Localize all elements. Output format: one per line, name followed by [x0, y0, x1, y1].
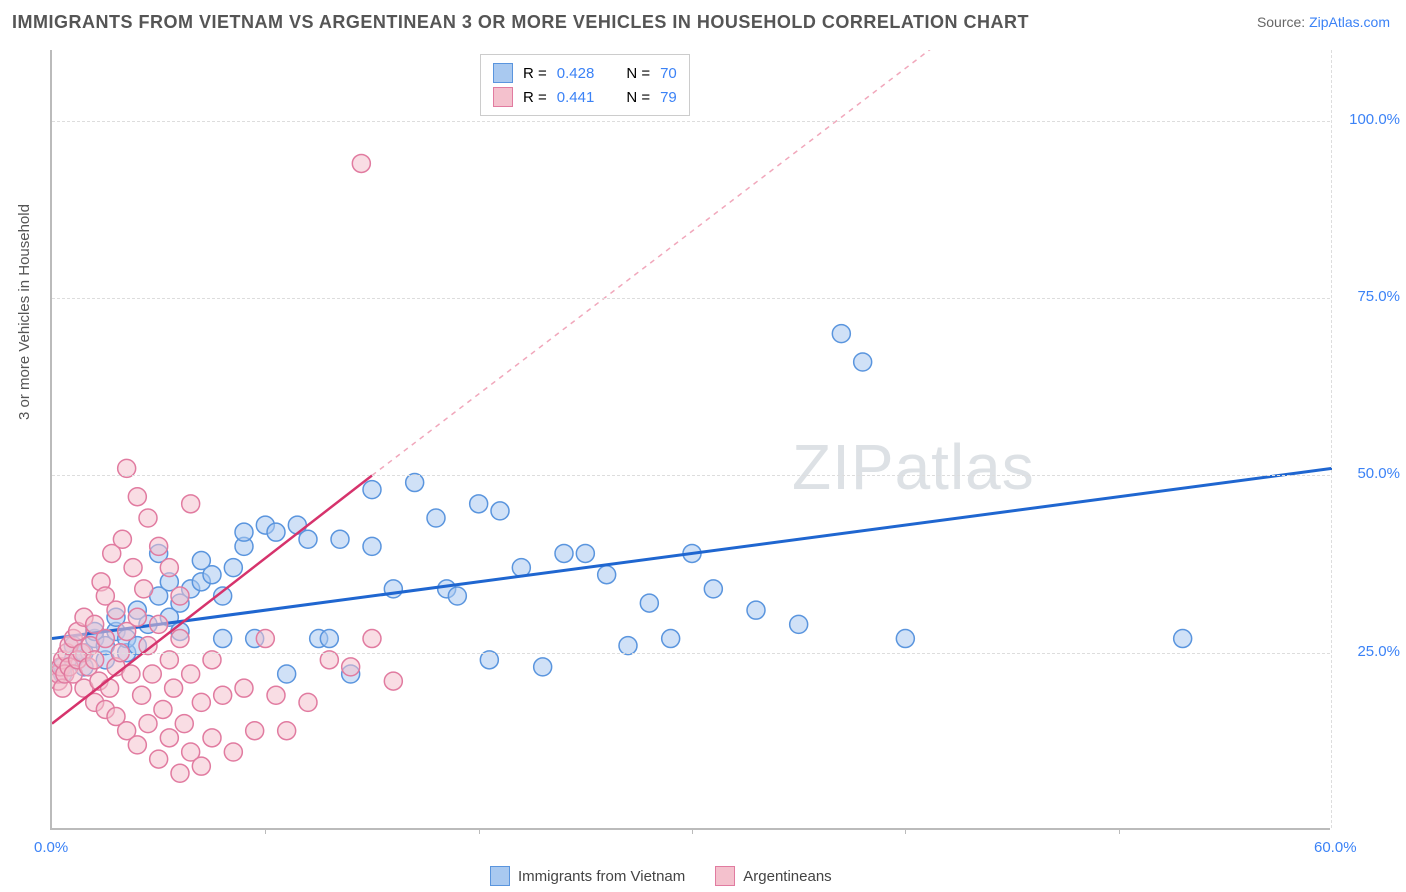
n-label-1: N =: [626, 65, 650, 82]
legend-item-series1: Immigrants from Vietnam: [490, 866, 685, 886]
chart-plot-area: ZIPatlas 25.0%50.0%75.0%100.0%0.0%60.0%: [50, 50, 1330, 830]
r-value-2: 0.441: [557, 89, 595, 106]
series-legend: Immigrants from Vietnam Argentineans: [490, 866, 832, 886]
n-value-1: 70: [660, 65, 677, 82]
swatch-series2: [493, 87, 513, 107]
swatch-series1: [493, 63, 513, 83]
swatch-bottom-2: [715, 866, 735, 886]
chart-title: IMMIGRANTS FROM VIETNAM VS ARGENTINEAN 3…: [12, 12, 1029, 33]
legend-row-series2: R = 0.441 N = 79: [493, 85, 677, 109]
r-label-2: R =: [523, 89, 547, 106]
r-label-1: R =: [523, 65, 547, 82]
source-link[interactable]: ZipAtlas.com: [1309, 14, 1390, 30]
n-label-2: N =: [626, 89, 650, 106]
y-tick-label: 100.0%: [1349, 111, 1400, 128]
y-tick-label: 25.0%: [1357, 643, 1400, 660]
r-value-1: 0.428: [557, 65, 595, 82]
legend-item-series2: Argentineans: [715, 866, 831, 886]
scatter-chart-svg: [52, 50, 1332, 830]
y-axis-label: 3 or more Vehicles in Household: [16, 204, 33, 420]
series2-name: Argentineans: [743, 868, 831, 885]
n-value-2: 79: [660, 89, 677, 106]
y-tick-label: 75.0%: [1357, 288, 1400, 305]
correlation-legend: R = 0.428 N = 70 R = 0.441 N = 79: [480, 54, 690, 116]
source-prefix: Source:: [1257, 14, 1309, 30]
x-tick-label: 60.0%: [1314, 839, 1357, 856]
swatch-bottom-1: [490, 866, 510, 886]
source-attribution: Source: ZipAtlas.com: [1257, 14, 1390, 30]
series1-name: Immigrants from Vietnam: [518, 868, 685, 885]
y-tick-label: 50.0%: [1357, 465, 1400, 482]
x-tick-label: 0.0%: [34, 839, 68, 856]
legend-row-series1: R = 0.428 N = 70: [493, 61, 677, 85]
